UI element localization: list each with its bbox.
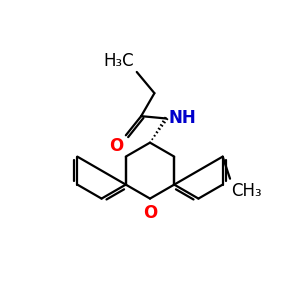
Text: O: O	[109, 137, 124, 155]
Text: NH: NH	[169, 110, 196, 128]
Text: CH₃: CH₃	[232, 182, 262, 200]
Text: H₃C: H₃C	[104, 52, 134, 70]
Text: O: O	[143, 204, 157, 222]
